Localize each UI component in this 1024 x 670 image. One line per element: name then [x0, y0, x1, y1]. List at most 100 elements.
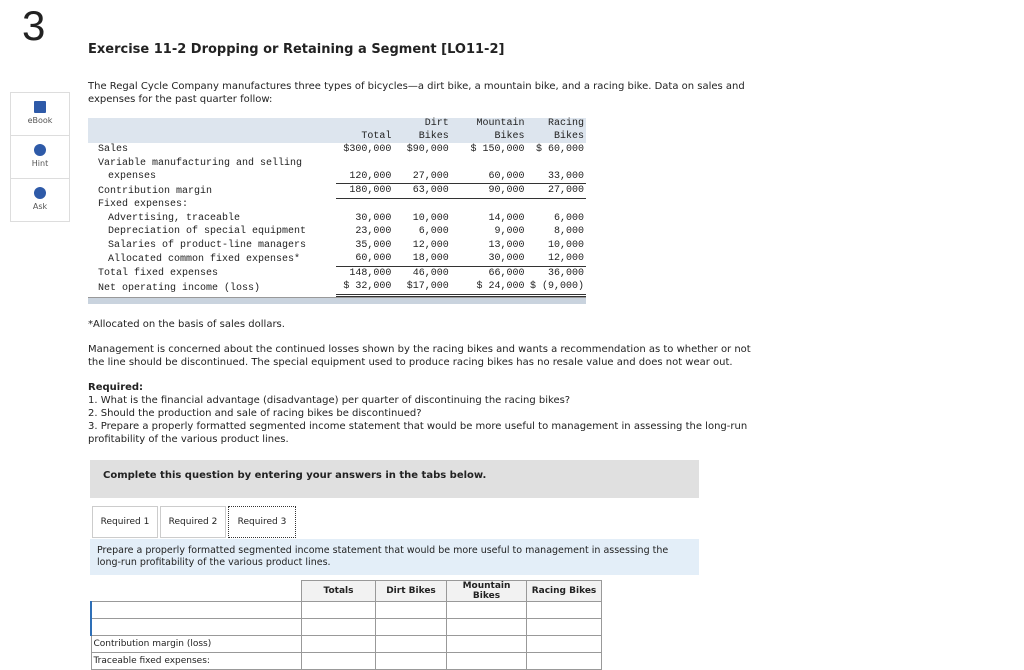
row-label: Allocated common fixed expenses* [108, 253, 301, 265]
input-cell[interactable] [301, 635, 376, 653]
input-cell[interactable] [526, 652, 602, 670]
table-row: Salaries of product-line managers 35,000 1… [88, 239, 586, 253]
table-row: Net operating income (loss) $ 32,000 $17,0… [88, 280, 586, 297]
column-header: Mountain Bikes [450, 118, 527, 143]
required-item: 2. Should the production and sale of rac… [88, 408, 422, 419]
table-row: Traceable fixed expenses: [90, 652, 602, 670]
table-row: Contribution margin (loss) [90, 635, 602, 653]
column-header: Racing Bikes [526, 580, 602, 602]
cell: $ 60,000 [535, 144, 584, 155]
cell: $300,000 [343, 144, 392, 155]
input-cell[interactable] [526, 601, 602, 619]
table-row: Advertising, traceable 30,000 10,000 14,000… [88, 212, 586, 226]
input-row [90, 601, 602, 619]
input-cell[interactable] [90, 618, 302, 636]
tab[interactable]: Required 3 [228, 506, 296, 538]
icon [34, 144, 46, 156]
tab[interactable]: Required 2 [160, 506, 226, 538]
cell: 60,000 [450, 156, 527, 184]
cell: 148,000 [349, 267, 392, 279]
input-cell[interactable] [526, 618, 602, 636]
header-cell [91, 580, 302, 602]
cell: 33,000 [526, 156, 586, 184]
input-cell[interactable] [375, 618, 447, 636]
cell: $ (9,000) [526, 280, 586, 297]
required-item: 1. What is the financial advantage (disa… [88, 395, 571, 406]
cell: 46,000 [412, 267, 449, 279]
row-label: Net operating income (loss) [98, 282, 261, 294]
cell: 8,000 [553, 226, 584, 237]
table: Total Dirt Bikes Mountain Bikes Racing Bike… [88, 118, 586, 297]
header-row: Totals Dirt Bikes Mountain Bikes Racing Bik… [91, 580, 602, 602]
input-cell[interactable] [375, 635, 447, 653]
row-label: Variable manufacturing and selling expen… [98, 157, 303, 183]
sidebar-button[interactable]: eBook [10, 92, 70, 136]
cell: $ 32,000 [335, 280, 394, 297]
column-header: Total [335, 118, 394, 143]
table-body: Contribution margin (loss) Traceable fixe… [90, 601, 602, 670]
cell: $ 150,000 [470, 144, 525, 155]
table-header: Total Dirt Bikes Mountain Bikes Racing Bike… [88, 118, 586, 143]
table-row: Fixed expenses: [88, 198, 586, 212]
cell: 30,000 [355, 212, 392, 224]
table-header: Totals Dirt Bikes Mountain Bikes Racing Bik… [91, 580, 602, 602]
input-cell[interactable] [375, 601, 447, 619]
table-row: Allocated common fixed expenses* 60,000 18… [88, 252, 586, 267]
cell: 66,000 [488, 267, 525, 279]
icon [34, 187, 46, 199]
tab[interactable]: Required 1 [92, 506, 158, 538]
cell: 13,000 [488, 239, 525, 251]
title: Exercise 11-2 Dropping or Retaining a Se… [88, 42, 505, 57]
column-header: Dirt Bikes [393, 118, 451, 143]
input-cell[interactable] [301, 652, 376, 670]
table: Totals Dirt Bikes Mountain Bikes Racing Bik… [90, 580, 602, 670]
cell: 10,000 [412, 212, 449, 224]
row-label: Total fixed expenses [98, 267, 219, 279]
cell: 18,000 [393, 252, 451, 267]
instruction: Prepare a properly formatted segmented i… [97, 545, 669, 568]
table-row: Variable manufacturing and selling expen… [88, 156, 586, 184]
data-table: Total Dirt Bikes Mountain Bikes Racing Bike… [88, 118, 586, 304]
cell: $17,000 [393, 280, 451, 297]
sidebar-button[interactable]: Hint [10, 135, 70, 179]
sidebar-button[interactable]: Ask [10, 178, 70, 222]
input-cell[interactable] [90, 601, 302, 619]
row-label: Salaries of product-line managers [108, 239, 307, 251]
management-text: Management is concerned about the contin… [88, 344, 751, 368]
input-cell[interactable] [446, 652, 527, 670]
cell: 12,000 [526, 252, 586, 267]
cell: 10,000 [547, 239, 584, 251]
input-cell[interactable] [446, 635, 527, 653]
table-row: Total fixed expenses 148,000 46,000 66,000 3… [88, 266, 586, 280]
table-footer-bar [88, 296, 586, 304]
input-cell[interactable] [301, 601, 376, 619]
cell: 6,000 [553, 212, 584, 224]
cell: 27,000 [393, 156, 451, 184]
required-list: 1. What is the financial advantage (disa… [88, 394, 748, 446]
table-row: Depreciation of special equipment 23,000 6… [88, 225, 586, 239]
column-header: Dirt Bikes [375, 580, 447, 602]
required-label: Required: [88, 382, 144, 393]
input-cell[interactable] [301, 618, 376, 636]
row-label: Sales [98, 144, 129, 155]
input-cell[interactable] [446, 618, 527, 636]
cell: 14,000 [488, 212, 525, 224]
sidebar-label: Ask [32, 202, 48, 211]
table-body: Sales $300,000 $90,000 $ 150,000 $ 60,000 Var… [88, 143, 586, 297]
sidebar-label: eBook [27, 116, 53, 125]
row-label: Fixed expenses: [98, 199, 189, 210]
header-cell [88, 118, 336, 143]
cell: 35,000 [355, 239, 392, 251]
input-cell[interactable] [375, 652, 447, 670]
column-header: Mountain Bikes [446, 580, 527, 602]
footnote: *Allocated on the basis of sales dollars… [88, 319, 285, 330]
input-cell[interactable] [526, 635, 602, 653]
row-label: Depreciation of special equipment [108, 226, 307, 237]
cell: 90,000 [450, 183, 527, 199]
column-header: Racing Bikes [526, 118, 586, 143]
input-cell[interactable] [446, 601, 527, 619]
cell: 180,000 [335, 183, 394, 199]
question-number: 3 [22, 2, 46, 49]
answer-table: Totals Dirt Bikes Mountain Bikes Racing Bik… [90, 580, 602, 670]
intro: The Regal Cycle Company manufactures thr… [88, 81, 745, 105]
